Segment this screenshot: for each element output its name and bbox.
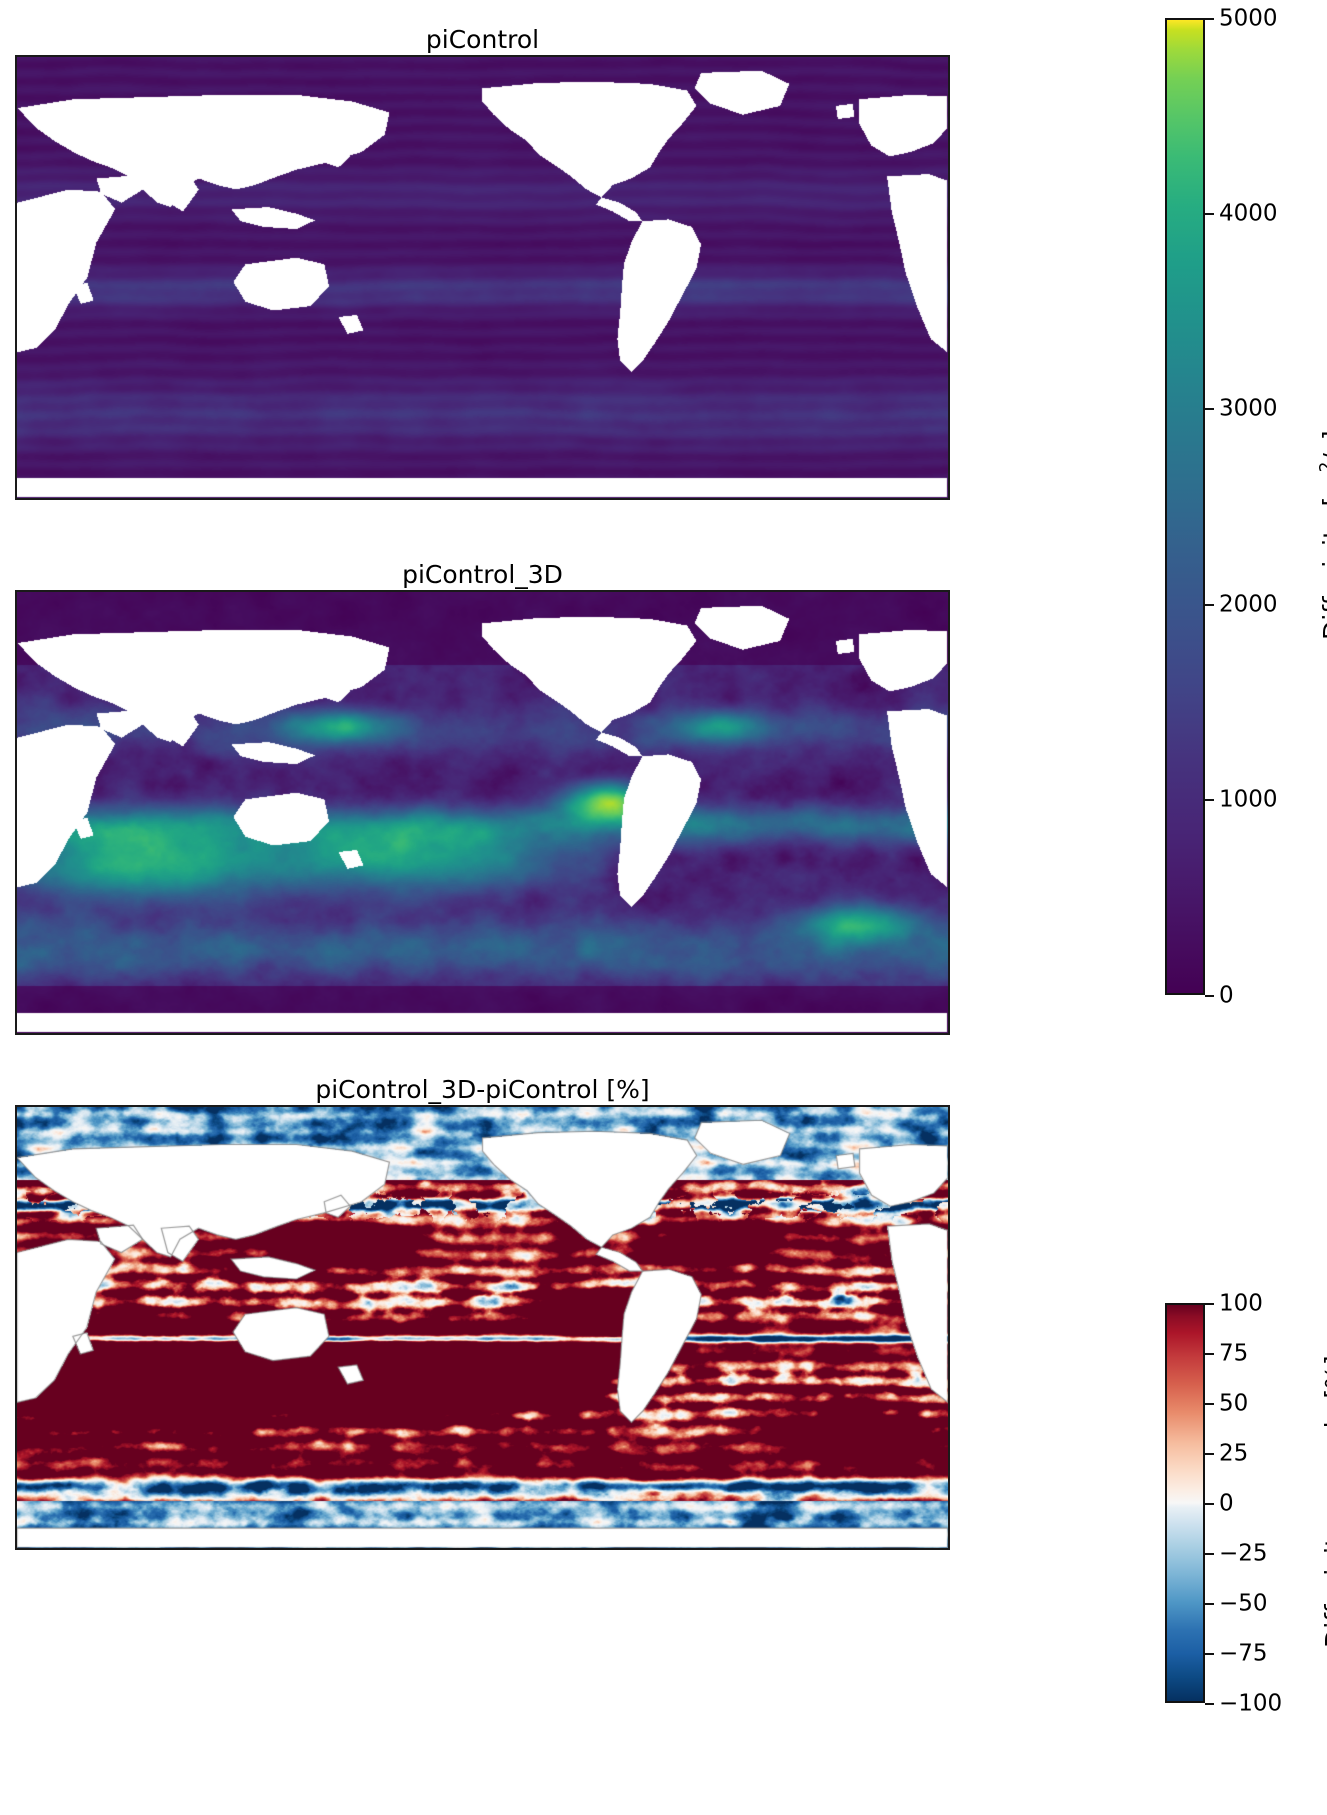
colorbar-diffusivity-label-suffix: /s] — [1318, 430, 1327, 462]
cbar-tick-4000 — [1205, 213, 1214, 215]
cbar-tick-3000 — [1205, 408, 1214, 410]
cbar-anom-tick-50 — [1205, 1403, 1214, 1405]
map-canvas-picontrol-3d — [17, 592, 948, 1033]
cbar-anom-ticklabel-25: 25 — [1219, 1440, 1249, 1467]
cbar-anom-tick-25 — [1205, 1453, 1214, 1455]
colorbar-diffusivity-label-prefix: Diffusivity [m — [1318, 472, 1327, 640]
cbar-ticklabel-0: 0 — [1219, 982, 1234, 1009]
cbar-anom-tick-m25 — [1205, 1553, 1214, 1555]
cbar-tick-5000 — [1205, 18, 1214, 20]
cbar-tick-0 — [1205, 995, 1214, 997]
cbar-anom-ticklabel-m75: −75 — [1219, 1640, 1268, 1667]
cbar-anom-tick-0 — [1205, 1503, 1214, 1505]
map-panel-anomaly — [15, 1105, 950, 1550]
colorbar-diffusivity-label-exponent: 2 — [1317, 462, 1327, 473]
cbar-anom-ticklabel-75: 75 — [1219, 1340, 1249, 1367]
cbar-ticklabel-1000: 1000 — [1219, 786, 1278, 813]
cbar-anom-ticklabel-50: 50 — [1219, 1390, 1249, 1417]
cbar-anom-tick-m100 — [1205, 1703, 1214, 1705]
map-panel-picontrol-3d — [15, 590, 950, 1035]
cbar-anom-ticklabel-m50: −50 — [1219, 1590, 1268, 1617]
cbar-anom-ticklabel-m25: −25 — [1219, 1540, 1268, 1567]
colorbar-anomaly — [1165, 1303, 1205, 1703]
cbar-ticklabel-3000: 3000 — [1219, 395, 1278, 422]
colorbar-diffusivity — [1165, 18, 1205, 995]
cbar-anom-ticklabel-m100: −100 — [1219, 1690, 1283, 1717]
cbar-anom-ticklabel-100: 100 — [1219, 1290, 1263, 1317]
map-panel-picontrol — [15, 55, 950, 500]
panel-title-picontrol-3d: piControl_3D — [402, 560, 563, 589]
cbar-anom-tick-m50 — [1205, 1603, 1214, 1605]
cbar-tick-2000 — [1205, 604, 1214, 606]
cbar-anom-tick-m75 — [1205, 1653, 1214, 1655]
panel-title-picontrol: piControl — [425, 25, 540, 54]
panel-title-anomaly: piControl_3D-piControl [%] — [315, 1075, 650, 1104]
cbar-anom-ticklabel-0: 0 — [1219, 1490, 1234, 1517]
colorbar-diffusivity-label: Diffusivity [m2/s] — [1317, 430, 1327, 640]
cbar-ticklabel-2000: 2000 — [1219, 591, 1278, 618]
colorbar-anomaly-label: Diffusivity anomaly [%] — [1320, 1355, 1327, 1648]
cbar-anom-tick-100 — [1205, 1303, 1214, 1305]
cbar-anom-tick-75 — [1205, 1353, 1214, 1355]
cbar-tick-1000 — [1205, 799, 1214, 801]
cbar-ticklabel-5000: 5000 — [1219, 5, 1278, 32]
map-canvas-picontrol — [17, 57, 948, 498]
cbar-ticklabel-4000: 4000 — [1219, 200, 1278, 227]
map-canvas-anomaly — [17, 1107, 948, 1548]
